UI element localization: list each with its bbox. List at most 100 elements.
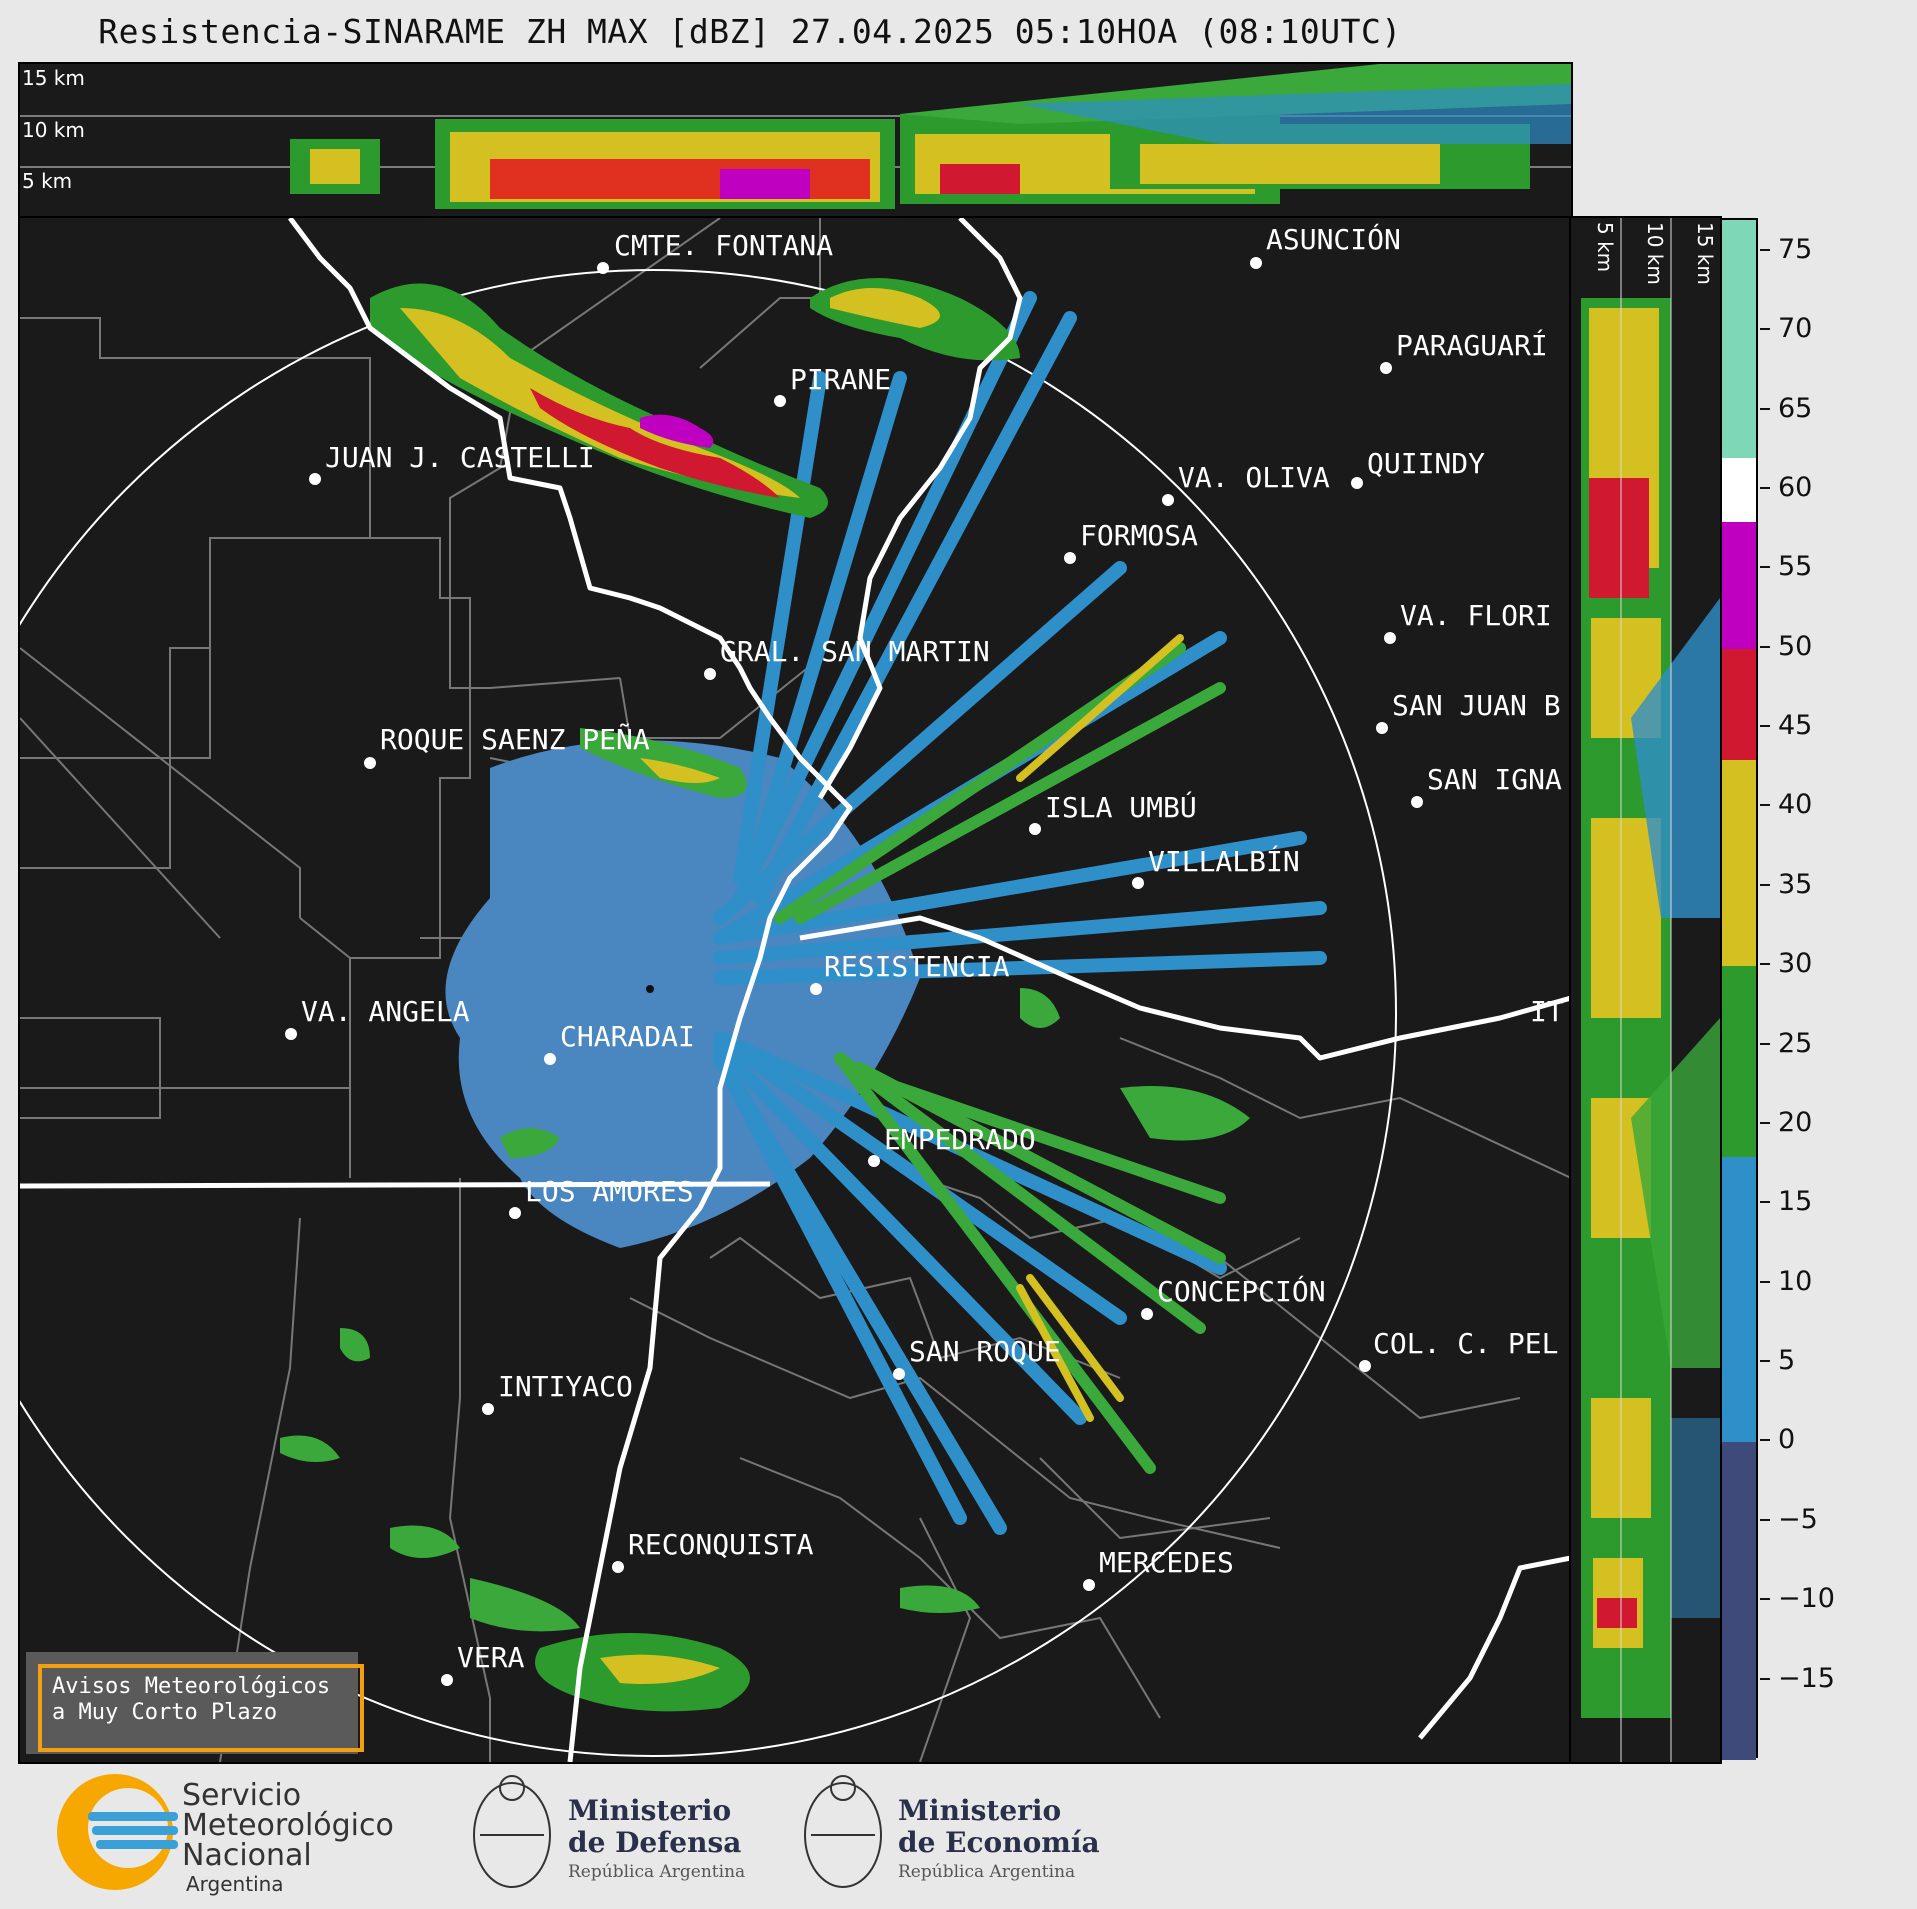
city-label-concepcion: CONCEPCIÓN — [1157, 1275, 1326, 1308]
colorbar-tick-label: 65 — [1778, 392, 1813, 424]
colorbar-band — [1722, 1156, 1756, 1443]
colorbar-tick-label: 70 — [1778, 313, 1813, 345]
radar-echoes — [280, 278, 1327, 1712]
colorbar-tick — [1760, 645, 1770, 648]
range-ring — [20, 269, 1397, 1757]
colorbar-tick — [1760, 407, 1770, 410]
city-label-villalbin: VILLALBÍN — [1148, 845, 1300, 878]
economia-coat-of-arms-icon — [804, 1775, 882, 1888]
city-label-san-juan-b: SAN JUAN B — [1392, 689, 1561, 722]
top-echo-svg — [20, 64, 1571, 209]
alt-label-15km: 15 km — [22, 66, 85, 90]
colorbar-tick-label: 0 — [1778, 1424, 1796, 1456]
warning-box: Avisos Meteorológicos a Muy Corto Plazo — [26, 1652, 364, 1754]
defensa-sub: República Argentina — [568, 1862, 746, 1882]
top-echo-bands — [290, 64, 1571, 209]
city-label-gral-san-martin: GRAL. SAN MARTIN — [720, 635, 990, 668]
colorbar-tick — [1760, 1677, 1770, 1680]
colorbar-tick-label: 20 — [1778, 1106, 1813, 1138]
smn-line-2: Meteorológico — [182, 1808, 394, 1843]
top-height-panel: 15 km 10 km 5 km — [18, 62, 1573, 220]
city-label-col-c-pel: COL. C. PEL — [1373, 1327, 1559, 1360]
smn-line-1: Servicio — [182, 1778, 302, 1813]
city-label-va-angela: VA. ANGELA — [301, 995, 470, 1028]
colorbar-tick-label: −5 — [1778, 1503, 1818, 1535]
colorbar-tick-label: 50 — [1778, 630, 1813, 662]
colorbar-tick — [1760, 248, 1770, 251]
colorbar-tick-label: 40 — [1778, 789, 1813, 821]
alt-label-10km: 10 km — [22, 118, 85, 142]
colorbar-band — [1722, 220, 1756, 459]
city-label-charadai: CHARADAI — [560, 1020, 695, 1053]
chart-title: Resistencia-SINARAME ZH MAX [dBZ] 27.04.… — [98, 12, 1402, 51]
colorbar-tick — [1760, 1042, 1770, 1045]
colorbar-tick — [1760, 1518, 1770, 1521]
city-label-asuncion: ASUNCIÓN — [1266, 223, 1401, 256]
city-label-formosa: FORMOSA — [1080, 519, 1199, 552]
colorbar-tick — [1760, 1439, 1770, 1442]
economia-line-1: Ministerio — [898, 1794, 1062, 1827]
defensa-line-1: Ministerio — [568, 1794, 732, 1827]
city-label-cmte-fontana: CMTE. FONTANA — [614, 229, 834, 262]
colorbar-tick — [1760, 1598, 1770, 1601]
economia-line-2: de Economía — [898, 1826, 1100, 1859]
city-label-pirane: PIRANE — [790, 363, 892, 396]
city-label-vera: VERA — [457, 1641, 525, 1674]
colorbar-tick-label: 45 — [1778, 710, 1813, 742]
city-label-roque-saenz-pena: ROQUE SAENZ PEÑA — [380, 723, 650, 756]
warning-box-frame: Avisos Meteorológicos a Muy Corto Plazo — [38, 1664, 364, 1752]
city-label-empedrado: EMPEDRADO — [884, 1123, 1036, 1156]
alt-vlabel-5km: 5 km — [1593, 222, 1617, 273]
colorbar-tick — [1760, 725, 1770, 728]
city-label-mercedes: MERCEDES — [1099, 1546, 1234, 1579]
colorbar-tick — [1760, 328, 1770, 331]
smn-logo-icon — [57, 1774, 178, 1890]
radar-site-marker — [646, 985, 654, 993]
warning-line-2: a Muy Corto Plazo — [52, 1700, 278, 1725]
defensa-coat-of-arms-icon — [473, 1775, 551, 1888]
city-label-it: IT — [1530, 995, 1564, 1028]
colorbar-tick — [1760, 963, 1770, 966]
footer-logos: Servicio Meteorológico Nacional Argentin… — [0, 1760, 1917, 1909]
colorbar-tick-label: 75 — [1778, 233, 1813, 265]
right-echo-bands — [1581, 298, 1720, 1718]
colorbar-tick-label: 10 — [1778, 1265, 1813, 1297]
right-echo-svg — [1581, 218, 1720, 1762]
city-label-paraguari: PARAGUARÍ — [1396, 329, 1548, 362]
alt-label-5km: 5 km — [22, 169, 73, 193]
logo-shapes — [57, 1774, 882, 1890]
alt-vlabel-10km: 10 km — [1643, 222, 1667, 285]
dbz-colorbar — [1720, 218, 1758, 1760]
colorbar-tick — [1760, 1201, 1770, 1204]
right-height-panel: 5 km 10 km 15 km — [1569, 216, 1722, 1764]
colorbar-tick — [1760, 1280, 1770, 1283]
radar-map-svg — [20, 218, 1571, 1762]
city-label-los-amores: LOS AMORES — [525, 1175, 694, 1208]
city-label-san-roque: SAN ROQUE — [909, 1335, 1061, 1368]
smn-line-4: Argentina — [186, 1872, 284, 1896]
colorbar-tick — [1760, 486, 1770, 489]
city-label-va-flori: VA. FLORI — [1400, 599, 1552, 632]
colorbar-tick — [1760, 1121, 1770, 1124]
colorbar-band — [1722, 521, 1756, 649]
colorbar-tick-label: 30 — [1778, 948, 1813, 980]
colorbar-band — [1722, 648, 1756, 760]
defensa-line-2: de Defensa — [568, 1826, 742, 1859]
colorbar-tick-label: 5 — [1778, 1345, 1796, 1377]
colorbar-tick-label: 15 — [1778, 1186, 1813, 1218]
colorbar-tick — [1760, 566, 1770, 569]
alt-vlabel-15km: 15 km — [1693, 222, 1717, 285]
colorbar-tick-label: 60 — [1778, 471, 1813, 503]
city-markers — [285, 257, 1423, 1686]
colorbar-tick-label: −15 — [1778, 1662, 1835, 1694]
colorbar-tick — [1760, 1360, 1770, 1363]
colorbar-tick-label: 35 — [1778, 868, 1813, 900]
colorbar-band — [1722, 1442, 1756, 1760]
radar-map-panel: CMTE. FONTANA ASUNCIÓN PARAGUARÍ PIRANE … — [18, 216, 1573, 1764]
river-boundaries — [20, 218, 1571, 1762]
smn-line-3: Nacional — [182, 1838, 312, 1873]
economia-sub: República Argentina — [898, 1862, 1076, 1882]
city-label-isla-umbu: ISLA UMBÚ — [1045, 791, 1197, 824]
city-label-juan-j-castelli: JUAN J. CASTELLI — [325, 441, 595, 474]
warning-line-1: Avisos Meteorológicos — [52, 1674, 331, 1699]
